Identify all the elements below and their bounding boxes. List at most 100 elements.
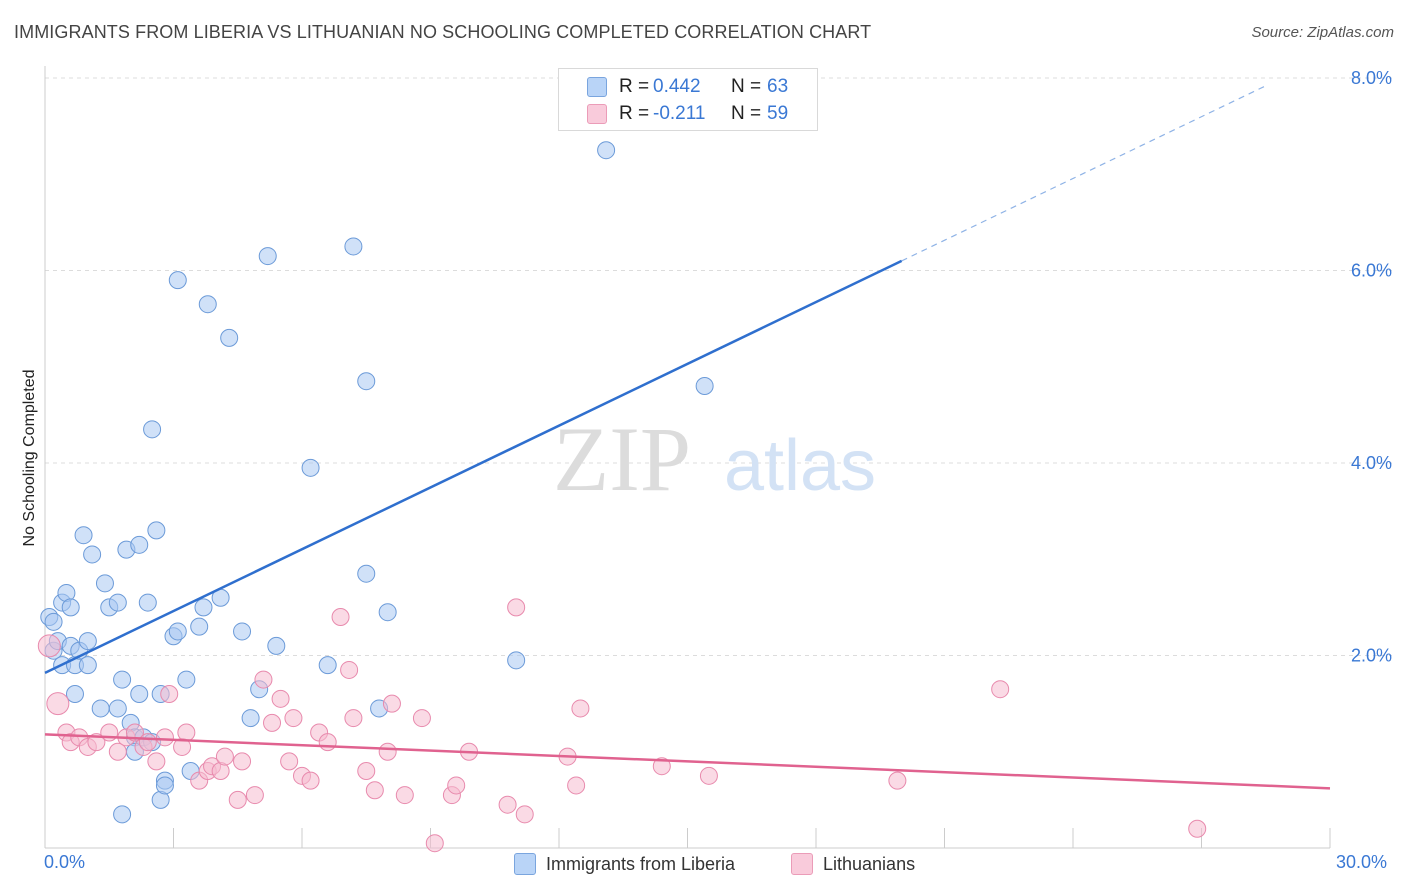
lithuanians-point bbox=[1188, 819, 1207, 838]
series-liberia-points bbox=[40, 141, 714, 824]
legend-swatch-liberia bbox=[587, 77, 607, 97]
liberia-point bbox=[507, 651, 526, 670]
y-tick-label: 4.0% bbox=[1351, 453, 1392, 473]
lithuanians-point bbox=[571, 699, 590, 718]
lithuanians-point bbox=[412, 709, 431, 728]
liberia-point bbox=[130, 535, 149, 554]
liberia-point bbox=[44, 612, 63, 631]
lithuanians-point bbox=[425, 834, 444, 853]
liberia-point bbox=[78, 632, 97, 651]
liberia-point bbox=[357, 564, 376, 583]
lithuanians-point bbox=[254, 670, 273, 689]
liberia-point bbox=[168, 622, 187, 641]
watermark-atlas: atlas bbox=[724, 426, 876, 506]
y-tick-labels: 2.0% 4.0% 6.0% 8.0% bbox=[1351, 68, 1392, 666]
liberia-point bbox=[143, 420, 162, 439]
bottom-legend-label-liberia: Immigrants from Liberia bbox=[546, 853, 736, 874]
lithuanians-point bbox=[215, 747, 234, 766]
lithuanians-point bbox=[699, 766, 718, 785]
chart-title: IMMIGRANTS FROM LIBERIA VS LITHUANIAN NO… bbox=[14, 22, 872, 42]
liberia-point bbox=[74, 526, 93, 545]
liberia-point bbox=[378, 603, 397, 622]
series-lithuanians-points bbox=[37, 598, 1207, 853]
lithuanians-point bbox=[344, 709, 363, 728]
liberia-point bbox=[95, 574, 114, 593]
lithuanians-point bbox=[108, 742, 127, 761]
legend-n-value: 59 bbox=[767, 103, 789, 124]
trend-lines bbox=[44, 85, 1331, 790]
legend-swatch-lithuanians bbox=[587, 104, 607, 124]
x-tick-label-max: 30.0% bbox=[1336, 852, 1388, 872]
lithuanians-point bbox=[331, 608, 350, 626]
liberia-point bbox=[155, 776, 174, 795]
lithuanians-point bbox=[46, 692, 70, 716]
lithuanians-point bbox=[37, 634, 61, 658]
y-tick-label: 2.0% bbox=[1351, 646, 1392, 666]
legend-r-value: -0.211 bbox=[653, 103, 706, 124]
bottom-legend-lithuanians: Lithuanians bbox=[791, 852, 915, 876]
lithuanians-point bbox=[382, 694, 401, 713]
liberia-point bbox=[301, 458, 320, 477]
lithuanians-point bbox=[177, 723, 196, 742]
liberia-point bbox=[108, 593, 127, 612]
lithuanians-point bbox=[991, 680, 1010, 699]
lithuanians-point bbox=[160, 685, 179, 703]
lithuanians-point bbox=[652, 757, 671, 776]
y-tick-label: 6.0% bbox=[1351, 261, 1392, 281]
lithuanians-point bbox=[125, 723, 144, 742]
liberia-point bbox=[91, 699, 110, 718]
lithuanians-point bbox=[271, 689, 290, 708]
legend-n-value: 63 bbox=[767, 76, 789, 97]
bottom-legend-label-lithuanians: Lithuanians bbox=[823, 853, 916, 874]
liberia-point bbox=[113, 670, 132, 689]
trend-line-liberia bbox=[44, 259, 903, 674]
lithuanians-point bbox=[284, 709, 303, 728]
legend-n-label: N = bbox=[731, 103, 762, 124]
lithuanians-point bbox=[301, 771, 320, 790]
liberia-point bbox=[220, 328, 239, 347]
lithuanians-point bbox=[567, 776, 586, 795]
watermark-zip: ZIP bbox=[553, 408, 691, 510]
grid-lines bbox=[45, 77, 1392, 656]
trend-line-lithuanians bbox=[44, 733, 1331, 790]
liberia-point bbox=[344, 237, 363, 256]
bottom-legend-swatch-lithuanians bbox=[791, 853, 813, 875]
legend-r-label: R = bbox=[619, 76, 650, 97]
liberia-point bbox=[198, 295, 217, 314]
liberia-point bbox=[177, 670, 196, 689]
y-tick-label: 8.0% bbox=[1351, 68, 1392, 88]
liberia-point bbox=[138, 593, 157, 612]
lithuanians-point bbox=[138, 733, 157, 752]
liberia-point bbox=[318, 656, 337, 675]
lithuanians-point bbox=[280, 752, 299, 771]
lithuanians-point bbox=[340, 660, 359, 679]
liberia-point bbox=[130, 685, 149, 703]
liberia-point bbox=[113, 805, 132, 824]
lithuanians-point bbox=[318, 733, 337, 752]
liberia-point bbox=[695, 377, 714, 395]
liberia-point bbox=[241, 709, 260, 728]
x-tick-label-min: 0.0% bbox=[44, 852, 86, 872]
y-axis-label: No Schooling Completed bbox=[21, 369, 38, 547]
liberia-point bbox=[61, 598, 80, 617]
liberia-point bbox=[108, 699, 127, 718]
liberia-point bbox=[83, 545, 102, 564]
lithuanians-point bbox=[245, 786, 264, 805]
liberia-point bbox=[194, 598, 213, 617]
liberia-point bbox=[597, 141, 616, 160]
liberia-point bbox=[78, 656, 97, 675]
legend: R = 0.442 N = 63 R = -0.211 N = 59 bbox=[558, 68, 818, 131]
liberia-point bbox=[65, 685, 84, 703]
liberia-point bbox=[357, 372, 376, 391]
legend-r-label: R = bbox=[619, 103, 650, 124]
legend-n-label: N = bbox=[731, 76, 762, 97]
liberia-point bbox=[168, 271, 187, 290]
lithuanians-point bbox=[515, 805, 534, 824]
lithuanians-point bbox=[888, 771, 907, 790]
lithuanians-point bbox=[357, 762, 376, 780]
lithuanians-point bbox=[147, 752, 166, 771]
liberia-point bbox=[233, 622, 252, 641]
lithuanians-point bbox=[447, 776, 466, 795]
lithuanians-point bbox=[233, 752, 252, 771]
